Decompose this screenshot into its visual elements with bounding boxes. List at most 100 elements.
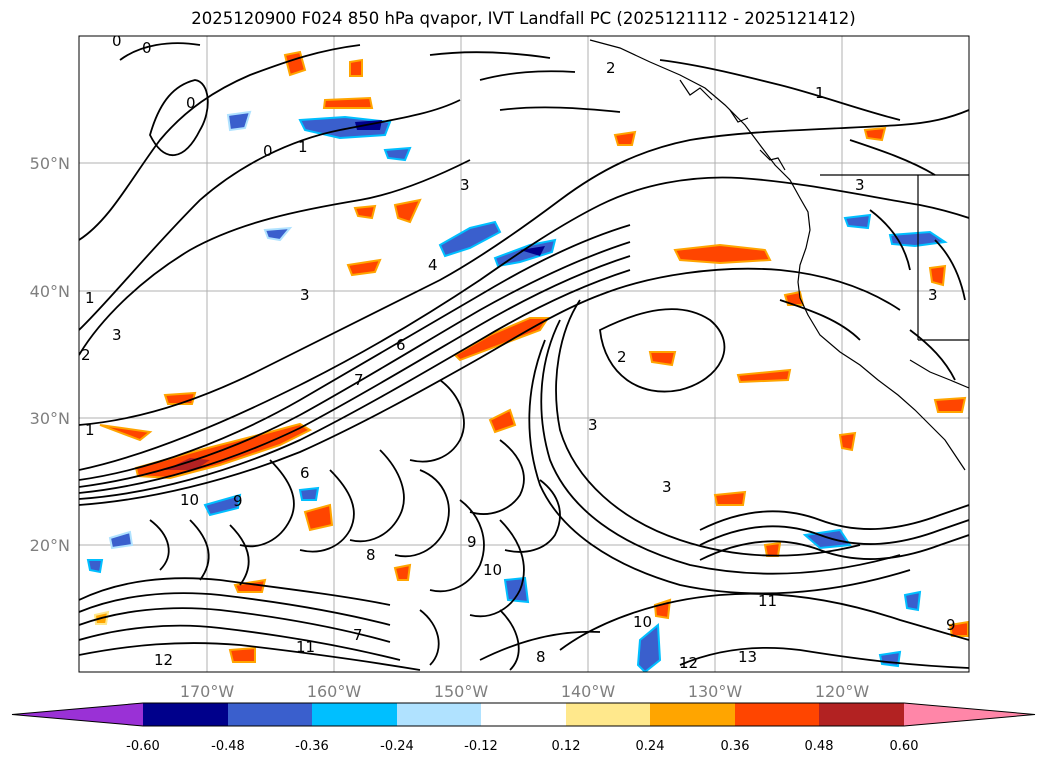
qvapor-patch: [438, 220, 502, 258]
colorbar-tick-label: 0.60: [890, 739, 919, 754]
colorbar-tick-label: -0.24: [380, 739, 414, 754]
lon-label: 130°W: [688, 682, 743, 701]
contour-label: 10: [180, 491, 199, 509]
contour-label: 1: [298, 138, 308, 156]
contour-label: 6: [396, 336, 406, 354]
lat-label: 30°N: [30, 409, 70, 428]
contour-label: 0: [142, 39, 152, 57]
contour-label: 0: [186, 94, 196, 112]
contour-label: 11: [296, 638, 315, 656]
coastline: [589, 39, 969, 471]
contour-label: 3: [588, 416, 598, 434]
colorbar-tick-label: 0.36: [721, 739, 750, 754]
lat-label: 50°N: [30, 154, 70, 173]
contour-label: 3: [662, 478, 672, 496]
qvapor-patch: [263, 226, 293, 242]
qvapor-patch: [713, 490, 747, 506]
colorbar-tick-label: -0.48: [211, 739, 245, 754]
contour-label: 3: [300, 286, 310, 304]
lon-label: 170°W: [180, 682, 235, 701]
contour-label: 7: [353, 626, 363, 644]
contour-label: 1: [815, 84, 825, 102]
ivt-contours: [79, 42, 969, 671]
qvapor-patch: [393, 563, 412, 581]
contour-label: 2: [606, 59, 616, 77]
qvapor-patch: [163, 391, 197, 405]
qvapor-patch: [453, 317, 550, 362]
contour-label: 13: [738, 648, 757, 666]
colorbar-segment: [819, 703, 904, 726]
qvapor-patch: [203, 493, 242, 517]
qvapor-patch: [636, 622, 662, 672]
map-title: 2025120900 F024 850 hPa qvapor, IVT Land…: [191, 9, 856, 28]
qvapor-patch: [226, 110, 252, 132]
lat-label: 20°N: [30, 536, 70, 555]
qvapor-patch: [393, 198, 422, 224]
contour-label: 10: [483, 561, 502, 579]
qvapor-patch: [322, 96, 374, 109]
lon-axis: 170°W 160°W 150°W 140°W 130°W 120°W: [180, 682, 870, 701]
qvapor-patch: [298, 486, 320, 501]
lon-label: 150°W: [434, 682, 489, 701]
contour-label: 9: [946, 616, 956, 634]
qvapor-patch: [303, 503, 334, 532]
lon-label: 120°W: [815, 682, 870, 701]
qvapor-patch: [903, 590, 922, 612]
contour-label: 11: [758, 592, 777, 610]
qvapor-patch: [948, 620, 969, 637]
colorbar-segment: [735, 703, 819, 726]
qvapor-patch: [878, 650, 902, 668]
lat-label: 40°N: [30, 282, 70, 301]
contour-label: 8: [366, 546, 376, 564]
contour-label: 3: [928, 286, 938, 304]
contour-label: 0: [112, 32, 122, 50]
qvapor-patch: [346, 258, 382, 277]
contour-label: 2: [81, 346, 91, 364]
qvapor-patch: [503, 576, 530, 604]
contour-labels: 0 0 0 0 1 1 1 1 2 2 2 3 3 3 3 3 3 3 4 6 …: [81, 32, 956, 672]
qvapor-patch: [353, 204, 377, 220]
colorbar-tick-label: 0.24: [636, 739, 665, 754]
colorbar-tick-label: 0.48: [805, 739, 834, 754]
qvapor-patch: [488, 408, 517, 434]
qvapor-patch: [613, 130, 637, 146]
colorbar-ticks: -0.60 -0.48 -0.36 -0.24 -0.12 0.12 0.24 …: [126, 739, 918, 754]
colorbar-segment: [650, 703, 735, 726]
contour-label: 12: [154, 651, 173, 669]
qvapor-patch: [673, 243, 772, 265]
lat-axis: 50°N 40°N 30°N 20°N: [30, 154, 70, 555]
qvapor-patch: [228, 646, 256, 663]
qvapor-patch: [763, 541, 782, 557]
qvapor-patch: [928, 264, 947, 287]
colorbar-extend-max: [904, 703, 1035, 726]
qvapor-patch: [933, 396, 967, 413]
colorbar-segment: [566, 703, 650, 726]
contour-label: 4: [428, 256, 438, 274]
contour-label: 8: [536, 648, 546, 666]
qvapor-patch: [349, 58, 363, 77]
map-frame: [78, 35, 970, 673]
colorbar-segment: [143, 703, 228, 726]
colorbar-segment: [481, 703, 566, 726]
qvapor-patch: [736, 368, 792, 384]
colorbar-segment: [397, 703, 481, 726]
colorbar-tick-label: 0.12: [552, 739, 581, 754]
qvapor-patch: [233, 578, 267, 593]
qvapor-patch: [493, 238, 557, 268]
qvapor-patch: [648, 351, 677, 367]
lon-label: 140°W: [561, 682, 616, 701]
qvapor-patch: [838, 431, 857, 452]
contour-label: 2: [617, 348, 627, 366]
colorbar-extend-min: [12, 703, 143, 726]
colorbar-segment: [228, 703, 312, 726]
qvapor-patch: [843, 213, 872, 230]
qvapor-shading: [86, 50, 969, 672]
colorbar-tick-label: -0.12: [464, 739, 498, 754]
colorbar-segment: [312, 703, 397, 726]
map-plot-area: 0 0 0 0 1 1 1 1 2 2 2 3 3 3 3 3 3 3 4 6 …: [79, 32, 969, 672]
contour-label: 12: [679, 654, 698, 672]
contour-label: 3: [112, 326, 122, 344]
qvapor-patch: [383, 146, 412, 162]
contour-label: 6: [300, 464, 310, 482]
contour-label: 7: [354, 371, 364, 389]
